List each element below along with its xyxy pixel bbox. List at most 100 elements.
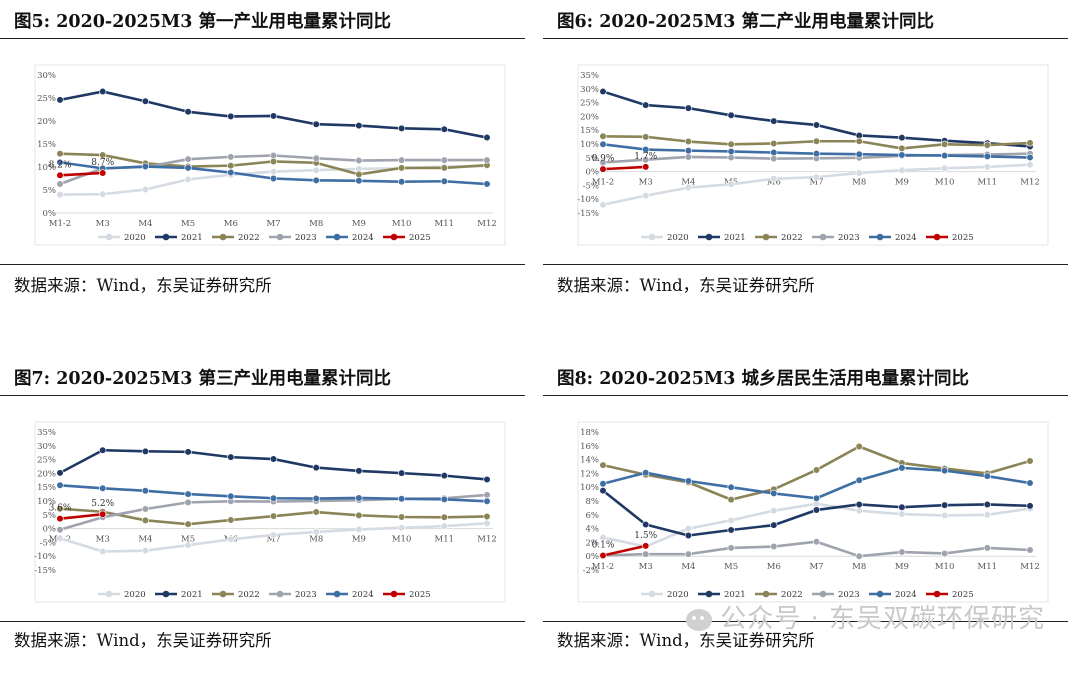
legend-label: 2023 [838,590,860,600]
data-point [440,164,448,172]
x-tick-label: M7 [809,562,823,572]
source-divider [543,621,1068,622]
legend-label: 2023 [838,233,860,243]
series-line [602,544,646,557]
data-point [483,519,491,527]
legend-label: 2024 [895,590,917,600]
y-tick-label: 5% [43,186,57,196]
data-point [99,169,107,177]
data-point [56,481,64,489]
data-label: 1.5% [634,531,657,541]
source-divider [543,264,1068,265]
plot-frame [577,421,1049,603]
legend-marker [219,233,227,241]
series-2024 [599,464,1034,502]
data-point [483,497,491,505]
x-tick-label: M3 [96,219,110,229]
data-point [941,140,949,148]
y-tick-label: 5% [586,154,600,164]
x-tick-label: M11 [435,535,455,545]
x-tick-label: M8 [852,562,866,572]
data-point [312,166,320,174]
y-tick-label: 30% [37,442,56,452]
data-point [483,133,491,142]
x-tick-label: M7 [809,178,823,188]
legend-item: 2020 [98,590,146,600]
series-2020 [56,519,491,556]
data-point [312,176,320,184]
series-line [59,448,488,481]
data-point [1026,161,1034,169]
y-tick-label: -15% [577,209,599,219]
data-point [184,108,192,116]
data-point [355,156,363,165]
legend-item: 2021 [155,590,203,600]
data-point [812,466,821,474]
data-point [184,490,192,498]
x-tick-label: M7 [266,535,280,545]
legend-label: 2020 [667,590,689,600]
legend-marker [933,233,941,241]
y-tick-label: -5% [40,538,56,548]
data-point [184,164,192,172]
legend-label: 2023 [295,233,317,243]
legend-item: 2024 [869,233,917,243]
x-tick-label: M11 [435,219,455,229]
data-point [770,148,778,157]
data-point [1026,546,1034,554]
data-point [599,461,607,469]
y-tick-label: 35% [37,428,56,438]
data-point [983,511,991,519]
data-point [855,150,863,158]
x-tick-label: M7 [266,219,280,229]
series-2025 [599,163,650,173]
x-tick-label: M1-2 [592,178,614,188]
data-point [440,177,448,185]
y-tick-label: 10% [37,497,56,507]
series-2024 [56,481,491,505]
series-line [59,512,103,520]
x-tick-label: M4 [138,219,152,229]
data-point [812,538,821,546]
legend-marker [876,590,884,598]
data-point [727,153,735,162]
legend: 2020 2021 2022 2023 2024 2025 [98,590,431,600]
data-point [983,544,991,552]
legend-item: 2021 [155,233,203,243]
data-point [727,147,735,156]
data-label: 8.2% [49,160,72,170]
legend-item: 2024 [326,233,374,243]
legend-marker [390,590,398,598]
data-point [99,484,107,492]
data-point [898,166,906,174]
chart-source: 数据来源：Wind，东吴证券研究所 [14,276,272,295]
series-line [602,165,646,171]
data-point [642,192,650,200]
legend-marker [819,233,827,241]
data-point [56,171,64,179]
data-point [56,505,64,513]
data-point [684,147,692,155]
data-point [312,154,320,162]
data-point [1026,479,1034,487]
data-point [355,494,363,502]
line-chart: 0% 5% 10% 15% 20% 25% 30% M1-2 M3 M4 M5 M6 M7 M8 M9 M10… [34,64,506,246]
y-tick-label: 15% [37,140,56,150]
y-tick-label: 10% [580,483,599,493]
data-point [855,442,863,451]
legend-marker [762,233,770,241]
y-tick-label: -10% [577,195,599,205]
data-point [56,96,64,104]
data-point [770,139,778,148]
legend-marker [162,233,170,241]
y-tick-label: -5% [583,181,599,191]
legend-marker [819,590,827,598]
data-point [269,512,278,520]
x-tick-label: M3 [96,535,110,545]
data-point [398,124,406,132]
data-point [99,510,107,518]
watermark: 公众号 · 东吴双碳环保研究 [686,598,1045,635]
legend-marker [762,590,770,598]
data-point [398,178,406,186]
line-chart: -15%-10%-5%0%5%10%15%20%25%30%35%M1-2M3M… [34,421,506,603]
